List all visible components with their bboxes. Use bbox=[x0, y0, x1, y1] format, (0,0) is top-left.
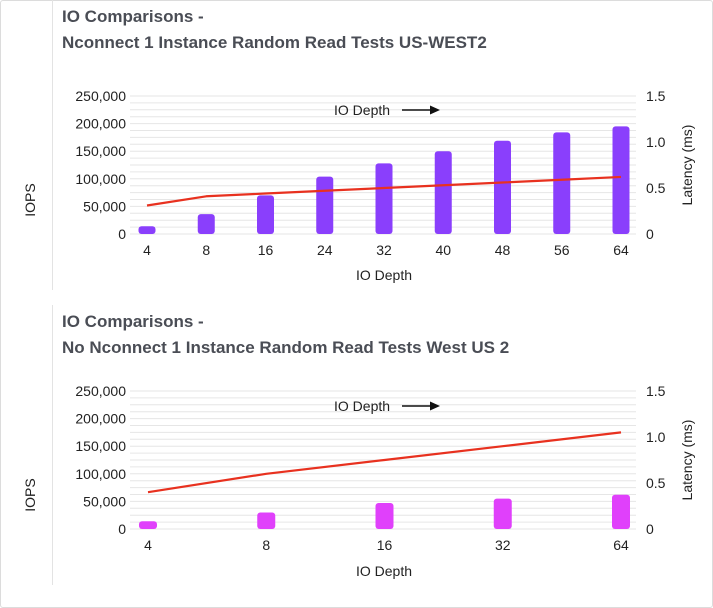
y2-axis-title: Latency (ms) bbox=[679, 420, 695, 501]
chart-title-line-2: No Nconnect 1 Instance Random Read Tests… bbox=[62, 338, 510, 357]
y-tick-label: 150,000 bbox=[75, 143, 126, 159]
y2-tick-label: 1.5 bbox=[646, 88, 666, 104]
x-tick-label: 64 bbox=[613, 537, 629, 553]
y-axis-left: 0 50,000 100,000 150,000 200,000 250,000 bbox=[75, 88, 126, 242]
bar bbox=[257, 195, 274, 234]
y2-tick-label: 0.5 bbox=[646, 180, 666, 196]
y2-tick-label: 1.5 bbox=[646, 383, 666, 399]
arrow-right-icon bbox=[430, 401, 440, 411]
arrow-right-icon bbox=[430, 105, 440, 115]
chart-title: IO Comparisons - Nconnect 1 Instance Ran… bbox=[62, 4, 487, 56]
bar bbox=[375, 163, 393, 234]
x-tick-label: 8 bbox=[262, 537, 270, 553]
io-depth-annotation: IO Depth bbox=[334, 102, 440, 118]
x-tick-label: 4 bbox=[144, 537, 152, 553]
chart-panel-no-nconnect: IO Comparisons - No Nconnect 1 Instance … bbox=[0, 305, 713, 585]
y2-tick-label: 0 bbox=[646, 521, 654, 537]
iops-latency-chart-no-nconnect: 0 50,000 100,000 150,000 200,000 250,000 0 0.5 1… bbox=[22, 383, 695, 579]
x-tick-label: 4 bbox=[143, 242, 151, 258]
x-axis-title: IO Depth bbox=[356, 267, 412, 283]
y-axis-title: IOPS bbox=[22, 183, 38, 216]
x-tick-label: 32 bbox=[376, 242, 392, 258]
x-tick-label: 8 bbox=[202, 242, 210, 258]
io-depth-annotation: IO Depth bbox=[334, 398, 440, 414]
y-axis-left: 0 50,000 100,000 150,000 200,000 250,000 bbox=[75, 383, 126, 537]
y-tick-label: 0 bbox=[118, 226, 126, 242]
annotation-text: IO Depth bbox=[334, 102, 390, 118]
x-axis: 4 8 16 24 32 40 48 56 64 bbox=[143, 242, 629, 258]
y-tick-label: 100,000 bbox=[75, 171, 126, 187]
y-tick-label: 50,000 bbox=[83, 198, 126, 214]
panel-divider bbox=[52, 0, 53, 290]
panel-divider bbox=[52, 305, 53, 585]
y-tick-label: 200,000 bbox=[75, 116, 126, 132]
y2-axis-title: Latency (ms) bbox=[679, 125, 695, 206]
x-tick-label: 64 bbox=[613, 242, 629, 258]
latency-line bbox=[147, 431, 622, 494]
bar bbox=[493, 498, 512, 529]
x-tick-label: 48 bbox=[495, 242, 511, 258]
bar bbox=[138, 226, 156, 234]
bar bbox=[257, 512, 276, 529]
bar bbox=[494, 140, 511, 234]
x-axis: 4 8 16 32 64 bbox=[144, 537, 629, 553]
x-tick-label: 56 bbox=[554, 242, 570, 258]
annotation-text: IO Depth bbox=[334, 398, 390, 414]
y-axis-right: 0 0.5 1.0 1.5 bbox=[646, 88, 666, 242]
y2-tick-label: 1.0 bbox=[646, 134, 666, 150]
iops-latency-chart-nconnect: 0 50,000 100,000 150,000 200,000 250,000 0 0.5 1… bbox=[22, 88, 695, 283]
chart-title-line-2: Nconnect 1 Instance Random Read Tests US… bbox=[62, 33, 487, 52]
x-axis-title: IO Depth bbox=[356, 563, 412, 579]
y-tick-label: 150,000 bbox=[75, 438, 126, 454]
bar bbox=[139, 521, 157, 529]
bar bbox=[375, 503, 394, 529]
x-tick-label: 32 bbox=[495, 537, 511, 553]
bar bbox=[197, 214, 215, 234]
latency-line bbox=[146, 175, 622, 207]
y-axis-right: 0 0.5 1.0 1.5 bbox=[646, 383, 666, 537]
x-tick-label: 16 bbox=[377, 537, 393, 553]
x-tick-label: 24 bbox=[317, 242, 333, 258]
bar bbox=[553, 132, 571, 234]
y-axis-title: IOPS bbox=[22, 478, 38, 511]
y-tick-label: 50,000 bbox=[83, 493, 126, 509]
bar bbox=[612, 126, 630, 234]
x-tick-label: 16 bbox=[258, 242, 274, 258]
y-tick-label: 0 bbox=[118, 521, 126, 537]
y-tick-label: 100,000 bbox=[75, 466, 126, 482]
bar bbox=[434, 151, 452, 234]
y-tick-label: 200,000 bbox=[75, 411, 126, 427]
bar bbox=[316, 176, 334, 234]
chart-title: IO Comparisons - No Nconnect 1 Instance … bbox=[62, 309, 509, 361]
chart-title-line-1: IO Comparisons - bbox=[62, 312, 204, 331]
y2-tick-label: 1.0 bbox=[646, 429, 666, 445]
chart-title-line-1: IO Comparisons - bbox=[62, 7, 204, 26]
y2-tick-label: 0 bbox=[646, 226, 654, 242]
chart-panel-nconnect: IO Comparisons - Nconnect 1 Instance Ran… bbox=[0, 0, 713, 290]
bar bbox=[612, 494, 630, 529]
bar-series bbox=[139, 494, 630, 529]
y-tick-label: 250,000 bbox=[75, 88, 126, 104]
y-tick-label: 250,000 bbox=[75, 383, 126, 399]
y2-tick-label: 0.5 bbox=[646, 475, 666, 491]
bar-series bbox=[138, 126, 630, 234]
x-tick-label: 40 bbox=[435, 242, 451, 258]
